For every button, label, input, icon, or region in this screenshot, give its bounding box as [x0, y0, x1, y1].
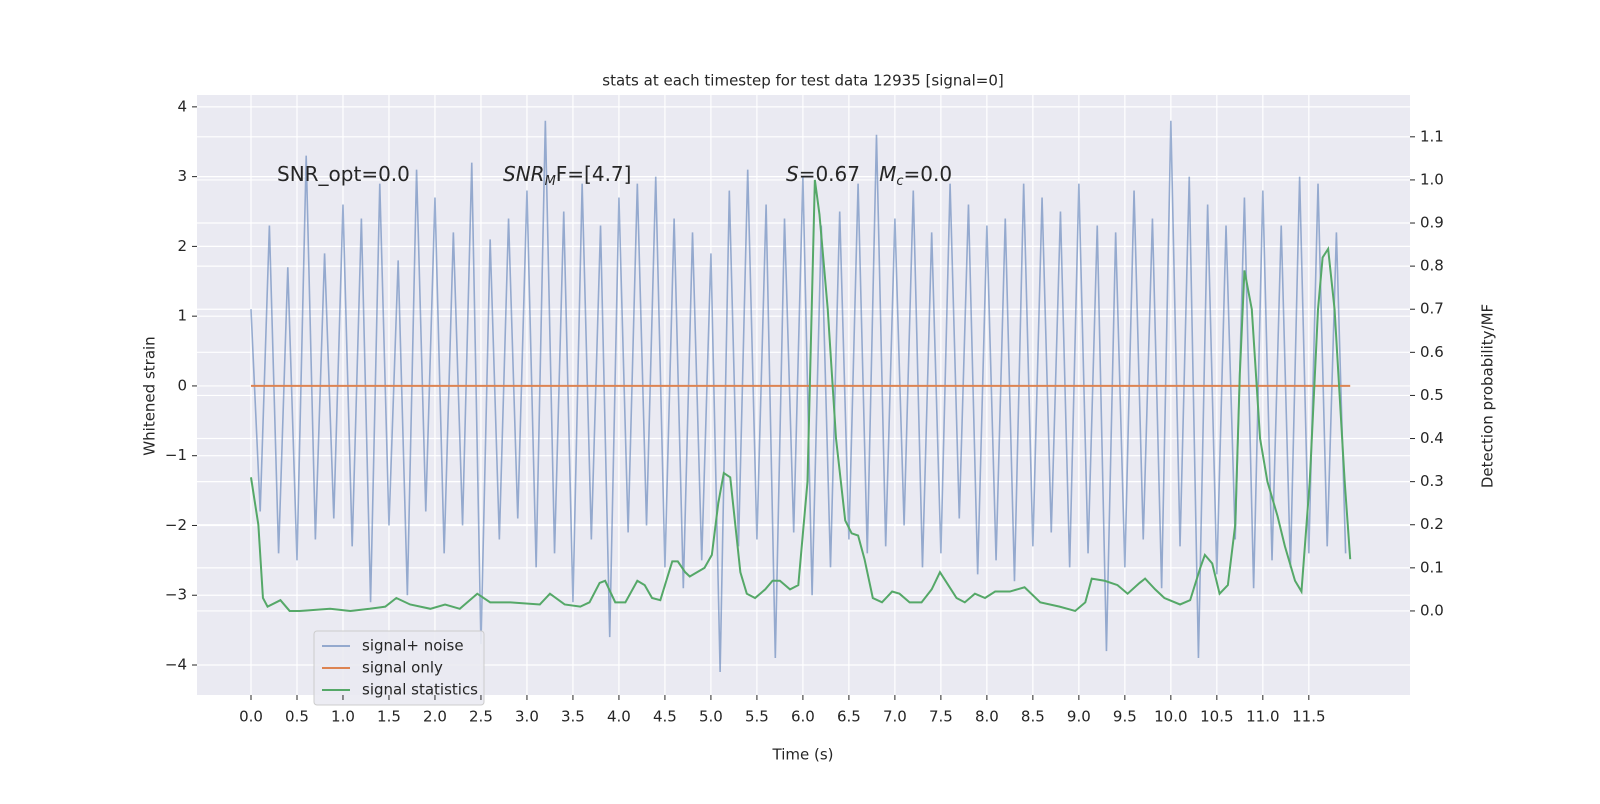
y2-tick-label: 0.9: [1420, 214, 1444, 232]
y-tick-label: 4: [177, 97, 187, 115]
x-tick-label: 10.0: [1154, 708, 1187, 726]
annotation-part: SNR: [503, 162, 545, 186]
x-tick-label: 7.0: [883, 708, 907, 726]
y-tick-label: 0: [177, 376, 187, 394]
y2-tick-label: 1.1: [1420, 127, 1444, 145]
y2-tick-label: 0.2: [1420, 515, 1444, 533]
x-tick-label: 0.5: [285, 708, 309, 726]
annotation-part: =0.67: [799, 162, 879, 186]
annotation: SNRMF=[4.7]: [503, 162, 631, 189]
y2-tick-label: 0.1: [1420, 558, 1444, 576]
y2-tick-label: 0.3: [1420, 472, 1444, 490]
annotation-part: M: [545, 174, 556, 189]
x-tick-label: 8.5: [1021, 708, 1045, 726]
x-tick-label: 0.0: [239, 708, 263, 726]
annotation-part: c: [896, 174, 903, 189]
y-tick-label: −4: [165, 656, 187, 674]
x-tick-label: 2.5: [469, 708, 493, 726]
x-tick-label: 7.5: [929, 708, 953, 726]
x-tick-label: 4.5: [653, 708, 677, 726]
y2-tick-label: 0.4: [1420, 429, 1444, 447]
legend-label: signal only: [362, 659, 443, 677]
legend-label: signal+ noise: [362, 637, 464, 655]
grid: [197, 95, 1410, 695]
y2-tick-label: 0.5: [1420, 386, 1444, 404]
y-tick-label: 1: [177, 307, 187, 325]
annotation-part: F=[4.7]: [556, 162, 632, 186]
y-tick-label: −1: [165, 446, 187, 464]
annotation: S=0.67 Mc=0.0: [786, 162, 952, 189]
y-tick-label: −3: [165, 586, 187, 604]
marks: [250, 120, 1352, 672]
x-tick-label: 1.0: [331, 708, 355, 726]
x-tick-label: 3.5: [561, 708, 585, 726]
annotation: SNR_opt=0.0: [277, 162, 410, 186]
y-tick-label: −2: [165, 516, 187, 534]
y2-tick-label: 0.8: [1420, 257, 1444, 275]
x-tick-label: 3.0: [515, 708, 539, 726]
annotation-part: SNR_opt=0.0: [277, 162, 410, 186]
x-tick-label: 2.0: [423, 708, 447, 726]
y2-tick-label: 1.0: [1420, 170, 1444, 188]
annotation-part: S: [786, 162, 799, 186]
y-axis-label: Whitened strain: [141, 336, 159, 455]
annotation-part: =0.0: [904, 162, 953, 186]
y-tick-label: 2: [177, 237, 187, 255]
series-line: [250, 179, 1352, 613]
x-tick-label: 9.0: [1067, 708, 1091, 726]
series-line: [250, 120, 1347, 672]
y2-tick-label: 0.0: [1420, 601, 1444, 619]
y-tick-label: 3: [177, 167, 187, 185]
x-tick-label: 11.5: [1292, 708, 1325, 726]
x-tick-label: 9.5: [1113, 708, 1137, 726]
y2-tick-label: 0.7: [1420, 300, 1444, 318]
x-tick-label: 8.0: [975, 708, 999, 726]
chart-title: stats at each timestep for test data 129…: [602, 72, 1003, 90]
x-axis-label: Time (s): [772, 746, 834, 764]
x-tick-label: 11.0: [1246, 708, 1279, 726]
x-tick-label: 10.5: [1200, 708, 1233, 726]
legend-box: [313, 630, 485, 706]
y2-tick-label: 0.6: [1420, 343, 1444, 361]
x-tick-label: 5.0: [699, 708, 723, 726]
y2-axis-label: Detection probability/MF: [1479, 304, 1497, 488]
x-tick-label: 1.5: [377, 708, 401, 726]
x-tick-label: 6.5: [837, 708, 861, 726]
annotation-part: M: [879, 162, 896, 186]
x-tick-label: 5.5: [745, 708, 769, 726]
x-tick-label: 6.0: [791, 708, 815, 726]
legend: signal+ noise signal only signal statistic…: [313, 630, 485, 706]
x-tick-label: 4.0: [607, 708, 631, 726]
legend-label: signal statistics: [362, 681, 478, 699]
